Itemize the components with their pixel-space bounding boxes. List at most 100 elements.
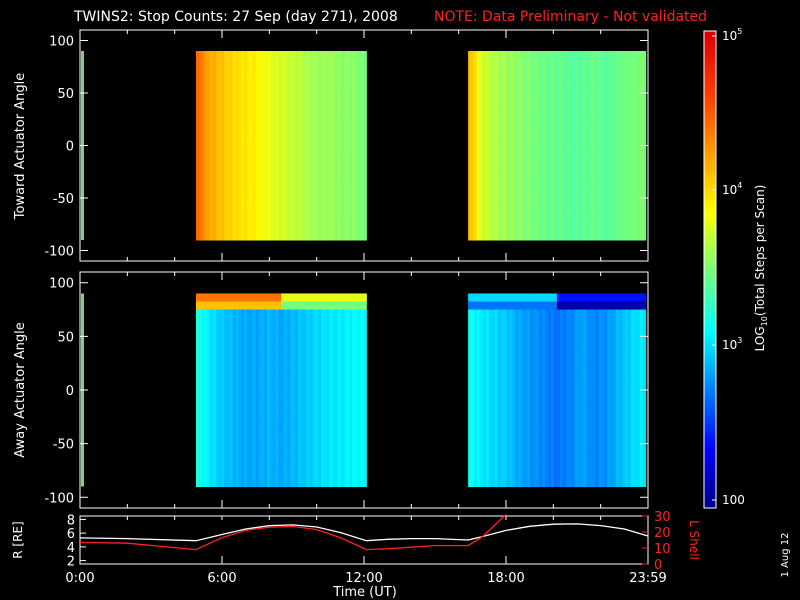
heatmap-cell — [295, 341, 299, 351]
heatmap-cell — [494, 430, 499, 439]
heatmap-cell — [272, 98, 276, 107]
heatmap-cell — [298, 184, 302, 194]
heatmap-cell — [355, 293, 359, 302]
heatmap-cell — [332, 438, 336, 447]
heatmap-cell — [337, 341, 342, 351]
heatmap-cell — [542, 454, 546, 463]
heatmap-cell — [556, 216, 561, 225]
heatmap-cell — [309, 470, 313, 479]
heatmap-cell — [515, 373, 519, 383]
heatmap-cell — [494, 341, 499, 351]
heatmap-cell — [289, 98, 294, 107]
heatmap-cell — [577, 192, 582, 202]
heatmap-cell — [337, 373, 342, 383]
heatmap-cell — [266, 82, 271, 91]
heatmap-cell — [230, 177, 234, 186]
heatmap-cell — [488, 121, 493, 131]
heatmap-cell — [580, 216, 585, 225]
heatmap-cell — [195, 373, 200, 383]
heatmap-cell — [286, 114, 291, 123]
heatmap-cell — [235, 98, 240, 107]
heatmap-cell — [207, 398, 211, 407]
heatmap-cell — [624, 74, 629, 84]
heatmap-cell — [346, 216, 350, 225]
heatmap-cell — [281, 478, 285, 488]
heatmap-cell — [201, 365, 205, 375]
heatmap-cell — [195, 200, 200, 210]
heatmap-cell — [238, 106, 242, 115]
heatmap-cell — [527, 301, 531, 311]
heatmap-cell — [527, 58, 531, 68]
heatmap-cell — [289, 333, 294, 343]
heatmap-cell — [261, 232, 265, 241]
heatmap-cell — [636, 137, 641, 147]
heatmap-cell — [258, 145, 262, 154]
heatmap-cell — [509, 121, 514, 131]
heatmap-cell — [320, 373, 325, 383]
heatmap-cell — [494, 184, 499, 194]
heatmap-cell — [509, 293, 514, 302]
heatmap-cell — [485, 58, 490, 68]
heatmap-cell — [309, 365, 313, 375]
heatmap-cell — [224, 414, 228, 423]
heatmap-cell — [232, 208, 237, 217]
heatmap-cell — [224, 293, 228, 302]
heatmap-cell — [213, 137, 217, 147]
heatmap-cell — [269, 121, 274, 131]
heatmap-cell — [281, 121, 285, 131]
heatmap-cell — [244, 293, 248, 302]
heatmap-cell — [515, 446, 519, 455]
heatmap-cell — [559, 216, 564, 225]
heatmap-cell — [249, 51, 254, 60]
heatmap-cell — [266, 121, 271, 131]
heatmap-cell — [278, 184, 282, 194]
heatmap-cell — [213, 51, 217, 60]
heatmap-cell — [210, 216, 214, 225]
heatmap-cell — [601, 98, 605, 107]
heatmap-cell — [530, 398, 534, 407]
heatmap-cell — [521, 325, 525, 335]
heatmap-cell — [586, 161, 590, 170]
heatmap-cell — [218, 470, 223, 479]
heatmap-cell — [286, 129, 291, 139]
heatmap-cell — [346, 309, 350, 319]
heatmap-cell — [275, 478, 279, 488]
heatmap-cell — [482, 341, 487, 351]
heatmap-cell — [485, 301, 490, 311]
heatmap-cell — [488, 224, 493, 233]
heatmap-cell — [312, 430, 316, 439]
heatmap-cell — [577, 51, 582, 60]
heatmap-cell — [224, 192, 228, 202]
heatmap-cell — [289, 430, 294, 439]
heatmap-cell — [633, 145, 638, 154]
heatmap-cell — [346, 137, 350, 147]
heatmap-cell — [503, 66, 508, 76]
heatmap-cell — [289, 398, 294, 407]
heatmap-cell — [633, 153, 638, 162]
heatmap-cell — [613, 137, 617, 147]
heatmap-cell — [616, 145, 620, 154]
heatmap-cell — [281, 293, 285, 302]
heatmap-cell — [204, 161, 208, 170]
heatmap-cell — [574, 224, 579, 233]
heatmap-cell — [357, 422, 362, 431]
heatmap-cell — [527, 184, 531, 194]
heatmap-cell — [326, 357, 330, 367]
heatmap-cell — [301, 90, 305, 99]
heatmap-cell — [227, 293, 231, 302]
heatmap-cell — [272, 317, 276, 327]
heatmap-cell — [204, 438, 208, 447]
heatmap-cell — [619, 224, 623, 233]
heatmap-cell — [289, 169, 294, 178]
heatmap-cell — [244, 333, 248, 343]
heatmap-cell — [266, 454, 271, 463]
heatmap-cell — [627, 114, 632, 123]
heatmap-cell — [527, 357, 531, 367]
heatmap-cell — [363, 414, 367, 423]
heatmap-cell — [352, 341, 356, 351]
heatmap-cell — [530, 414, 534, 423]
heatmap-cell — [326, 153, 330, 162]
heatmap-cell — [241, 177, 245, 186]
heatmap-cell — [312, 406, 316, 415]
heatmap-cell — [530, 357, 534, 367]
